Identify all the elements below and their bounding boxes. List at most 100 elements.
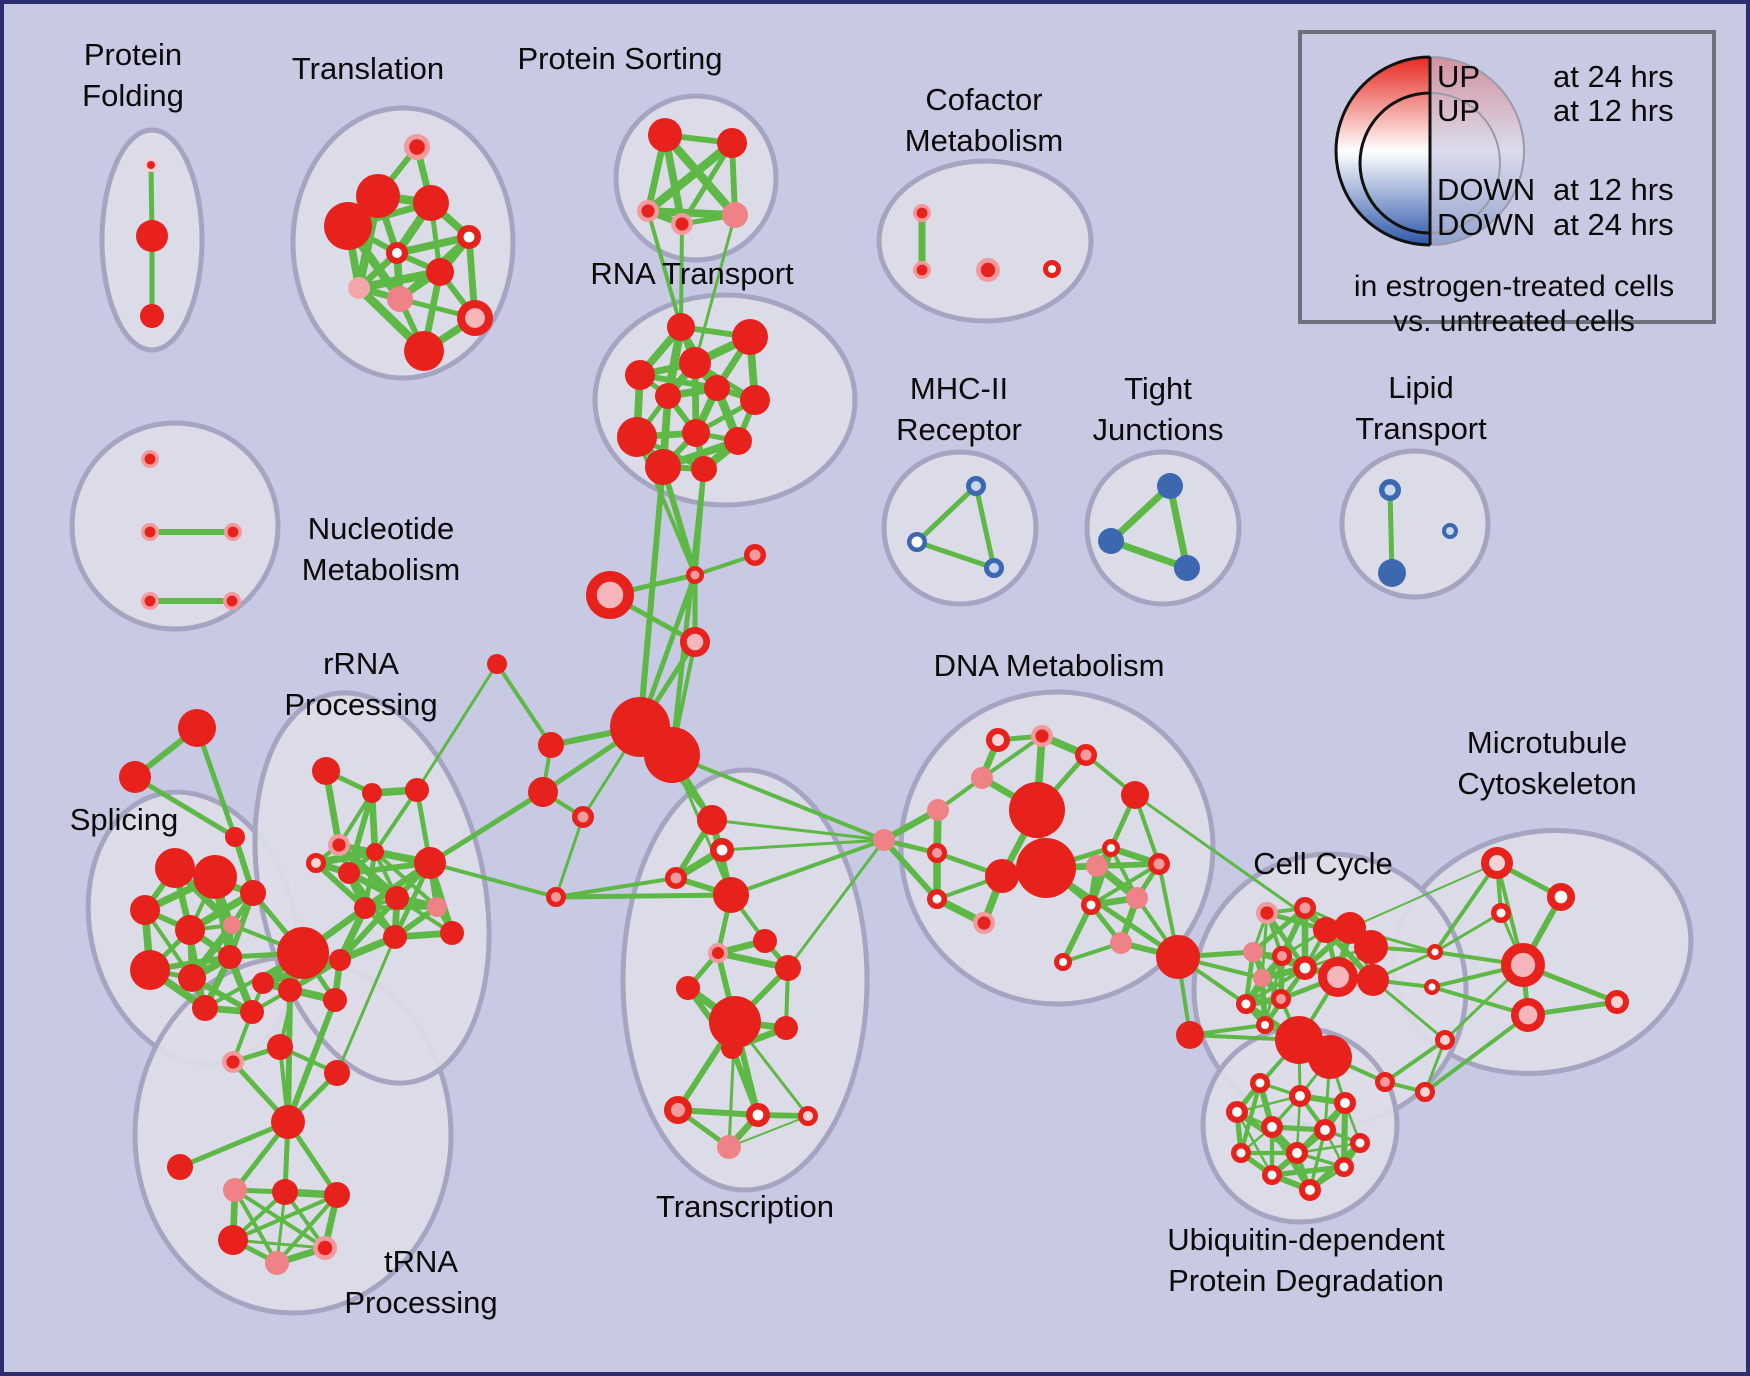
gene-node-splicing (240, 1000, 264, 1024)
edge-link (786, 838, 886, 970)
gene-node-transcription (709, 996, 761, 1048)
gene-node-transcription (775, 955, 801, 981)
gene-node-dna-metabolism (1086, 855, 1108, 877)
edge-link (1349, 862, 1498, 929)
gene-node-protein-folding (140, 304, 164, 328)
edge-link (728, 1115, 809, 1148)
gene-node-translation (426, 258, 454, 286)
gene-node-cell-cycle (1255, 902, 1278, 925)
gene-node-nucleotide-metabolism (141, 591, 160, 610)
cluster-ellipse-tight-junctions (1084, 449, 1242, 607)
gene-node-cell-cycle (1253, 969, 1271, 987)
legend-time-label: at 24 hrs (1553, 207, 1674, 242)
gene-node-splicing (193, 855, 237, 899)
gene-node-dna-metabolism (1148, 853, 1170, 875)
gene-node-lipid-transport (1379, 479, 1401, 501)
gene-node-splicing (130, 950, 170, 990)
edge-link (660, 464, 698, 578)
gene-node-transcription (798, 1106, 818, 1126)
edge-link (1423, 1013, 1530, 1094)
gene-node-rna-transport (704, 375, 730, 401)
gene-node-ubiquitin-degradation (1334, 1092, 1357, 1115)
edge-link (1383, 1038, 1447, 1084)
gene-node-rna-transport (617, 417, 657, 457)
gene-node-tight-junctions (1174, 555, 1200, 581)
gene-node-trna-processing (272, 1179, 298, 1205)
gene-node-trna-processing (324, 1060, 350, 1086)
cluster-ellipse-mhc-ii-receptor (881, 449, 1039, 607)
gene-node-translation (387, 286, 413, 312)
cluster-ellipse-cofactor-metabolism (876, 158, 1094, 324)
edge-link (415, 662, 499, 792)
gene-node-ubiquitin-degradation (1226, 1101, 1249, 1124)
gene-node-transcription (774, 1016, 798, 1040)
edge-link (194, 725, 238, 840)
gene-node-rna-transport (655, 383, 681, 409)
cluster-ellipse-protein-sorting (613, 93, 779, 263)
edge-link (553, 892, 734, 900)
gene-node-nucleotide-metabolism (224, 522, 243, 541)
gene-node-trna-processing (271, 1105, 305, 1139)
legend-direction-label: UP (1437, 59, 1480, 94)
edge-link (1107, 482, 1174, 545)
edge-protein-sorting (660, 130, 740, 220)
cluster-label-cofactor-metabolism: Metabolism (905, 123, 1064, 158)
cluster-label-rna-transport: RNA Transport (590, 256, 794, 291)
gene-node-rrna-processing (383, 925, 407, 949)
edge-link (233, 1188, 279, 1265)
gene-node-bridges (119, 761, 151, 793)
gene-node-tight-junctions (1098, 528, 1124, 554)
gene-node-lipid-transport (1378, 559, 1406, 587)
gene-node-dna-metabolism (927, 889, 947, 909)
edge-link (495, 662, 553, 747)
gene-node-ubiquitin-degradation (1314, 1119, 1337, 1142)
network-nodes (119, 118, 1629, 1275)
gene-node-mhc-ii-receptor (907, 532, 927, 552)
cluster-ellipse-nucleotide-metabolism (69, 420, 281, 632)
gene-node-dna-metabolism (1081, 895, 1101, 915)
edge-link (637, 464, 666, 730)
gene-node-rrna-processing (312, 757, 340, 785)
gene-node-ubiquitin-degradation (1286, 1142, 1309, 1165)
gene-node-rna-transport (645, 449, 681, 485)
gene-node-protein-sorting (637, 199, 660, 222)
edge-link (973, 483, 997, 571)
gene-node-dna-metabolism (927, 799, 949, 821)
gene-node-rrna-processing (278, 978, 302, 1002)
edge-link (231, 1193, 339, 1242)
gene-node-dna-metabolism (927, 843, 947, 863)
legend-time-label: at 24 hrs (1553, 59, 1674, 94)
cluster-label-cofactor-metabolism: Cofactor (925, 82, 1042, 117)
gene-node-dna-metabolism (1101, 838, 1120, 857)
gene-node-splicing (178, 964, 206, 992)
gene-node-rrna-processing (362, 783, 382, 803)
gene-node-cell-cycle (1318, 957, 1358, 997)
gene-node-protein-sorting (717, 128, 747, 158)
edge-link (914, 539, 997, 571)
gene-node-microtubule-cytoskeleton (1481, 847, 1513, 879)
gene-node-rrna-processing (328, 834, 351, 857)
edge-dna-metabolism (980, 734, 1044, 780)
gene-node-microtubule-cytoskeleton (1546, 882, 1575, 911)
cluster-label-lipid-transport: Lipid (1388, 370, 1454, 405)
gene-node-transcription (745, 1103, 770, 1128)
legend-circle-inner-left (1358, 91, 1430, 235)
gene-node-nucleotide-metabolism (223, 591, 242, 610)
gene-node-transcription (717, 1135, 741, 1159)
gene-node-splicing (223, 916, 241, 934)
gene-node-cell-cycle (1243, 942, 1263, 962)
gene-node-trna-processing (218, 1225, 248, 1255)
gene-node-splicing (175, 915, 205, 945)
edge-cell-cycle (1250, 905, 1308, 955)
gene-node-dna-metabolism (873, 829, 895, 851)
gene-node-dna-metabolism (1126, 887, 1148, 909)
cluster-label-microtubule-cytoskeleton: Cytoskeleton (1457, 766, 1636, 801)
cluster-label-tight-junctions: Junctions (1093, 412, 1224, 447)
cluster-label-transcription: Transcription (656, 1189, 834, 1224)
edge-rrna-processing (373, 788, 419, 854)
gene-node-rrna-processing (306, 853, 326, 873)
gene-node-rna-transport (625, 360, 655, 390)
gene-node-lipid-transport (1442, 523, 1458, 539)
edge-link (693, 213, 737, 365)
